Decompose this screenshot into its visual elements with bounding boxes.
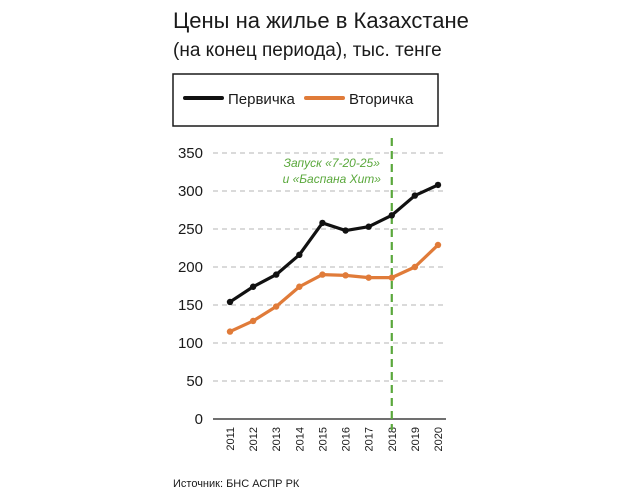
x-tick-label: 2020: [433, 427, 445, 451]
data-point: [342, 272, 349, 279]
series-line-1: [228, 243, 440, 334]
gridlines: [213, 152, 446, 382]
y-tick-label: 200: [178, 259, 203, 276]
y-tick-label: 0: [195, 411, 203, 428]
data-point: [388, 274, 395, 281]
data-series: [226, 181, 442, 335]
chart-title: Цены на жилье в Казахстане: [173, 8, 469, 33]
data-point: [273, 271, 280, 278]
data-point: [226, 328, 234, 335]
y-tick-label: 50: [186, 373, 203, 390]
data-point: [411, 192, 419, 199]
y-tick-label: 250: [178, 221, 203, 238]
x-tick-label: 2012: [248, 427, 260, 451]
x-tick-label: 2014: [294, 427, 306, 451]
x-tick-label: 2019: [410, 427, 422, 451]
data-point: [319, 271, 326, 278]
legend-label-pervichka: Первичка: [228, 91, 296, 108]
source-note: Источник: БНС АСПР РК: [173, 478, 300, 490]
data-point: [226, 298, 234, 306]
data-point: [388, 212, 395, 219]
data-point: [365, 223, 372, 230]
marker-annotation-line1: Запуск «7-20-25»: [284, 156, 381, 170]
marker-annotation-line2: и «Баспана Хит»: [283, 172, 382, 186]
data-point: [434, 181, 442, 189]
data-point: [249, 317, 257, 325]
data-point: [342, 227, 349, 234]
x-tick-label: 2017: [364, 427, 376, 451]
x-axis-ticks: 2011 2012 2013 2014 2015 2016 2017 2018 2019 2020: [225, 427, 445, 451]
data-point: [273, 303, 280, 310]
y-tick-label: 100: [178, 335, 203, 352]
x-tick-label: 2015: [317, 427, 329, 451]
legend-label-vtorichka: Вторичка: [349, 91, 414, 108]
series-line-0: [228, 183, 440, 304]
data-point: [296, 251, 303, 259]
legend: Первичка Вторичка: [172, 73, 439, 127]
data-point: [365, 274, 372, 281]
y-tick-label: 150: [178, 297, 203, 314]
data-point: [319, 219, 326, 227]
x-tick-label: 2013: [271, 427, 283, 451]
y-tick-label: 300: [178, 183, 203, 200]
data-point: [411, 263, 419, 271]
data-point: [434, 241, 442, 249]
y-tick-label: 350: [178, 145, 203, 162]
data-point: [249, 283, 257, 290]
data-point: [296, 283, 303, 290]
x-tick-label: 2016: [341, 427, 353, 451]
y-axis-ticks: 0 50 100 150 200 250 300 350: [178, 145, 203, 428]
chart-subtitle: (на конец периода), тыс. тенге: [173, 40, 442, 61]
x-tick-label: 2018: [387, 427, 399, 451]
x-tick-label: 2011: [225, 427, 237, 451]
legend-box: [172, 73, 439, 127]
